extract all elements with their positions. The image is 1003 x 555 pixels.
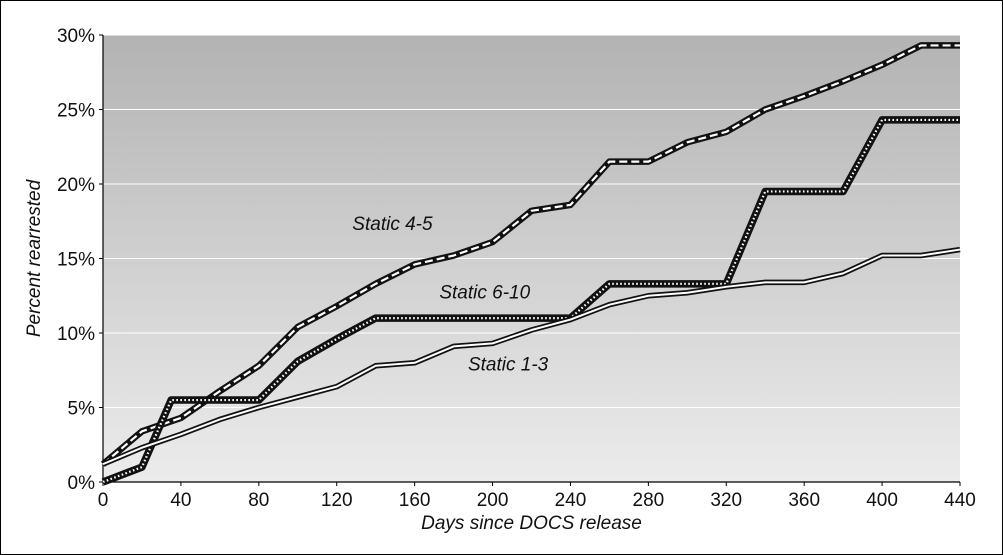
y-tick-label: 15% <box>57 250 95 271</box>
y-tick-label: 25% <box>57 101 95 122</box>
y-tick-label: 0% <box>68 473 96 494</box>
x-tick-label: 0 <box>98 490 109 511</box>
x-tick-label: 440 <box>944 490 976 511</box>
x-axis-label: Days since DOCS release <box>421 513 642 534</box>
x-tick-label: 240 <box>555 490 587 511</box>
x-tick-label: 360 <box>788 490 820 511</box>
x-tick-label: 120 <box>321 490 353 511</box>
y-tick-label: 20% <box>57 175 95 196</box>
series-line-inner <box>102 118 960 484</box>
x-tick-label: 160 <box>399 490 431 511</box>
series-line-static-1-3 <box>101 246 961 467</box>
y-tick-label: 30% <box>57 26 95 47</box>
series-label-static-6-10: Static 6-10 <box>439 283 530 304</box>
series-line-inner <box>102 44 960 465</box>
series-line-inner <box>102 248 961 466</box>
x-tick-label: 40 <box>170 490 191 511</box>
x-tick-label: 280 <box>633 490 665 511</box>
y-tick-label: 10% <box>57 324 95 345</box>
y-axis-label: Percent rearrested <box>24 178 45 337</box>
series-label-static-1-3: Static 1-3 <box>468 354 549 375</box>
series-line-static-4-5 <box>100 42 960 467</box>
x-tick-label: 80 <box>248 490 269 511</box>
series-line-static-6-10 <box>101 116 960 486</box>
x-tick-label: 200 <box>477 490 509 511</box>
series-label-static-4-5: Static 4-5 <box>352 214 433 235</box>
x-tick-label: 400 <box>866 490 898 511</box>
y-tick-label: 5% <box>68 399 96 420</box>
x-tick-label: 320 <box>710 490 742 511</box>
